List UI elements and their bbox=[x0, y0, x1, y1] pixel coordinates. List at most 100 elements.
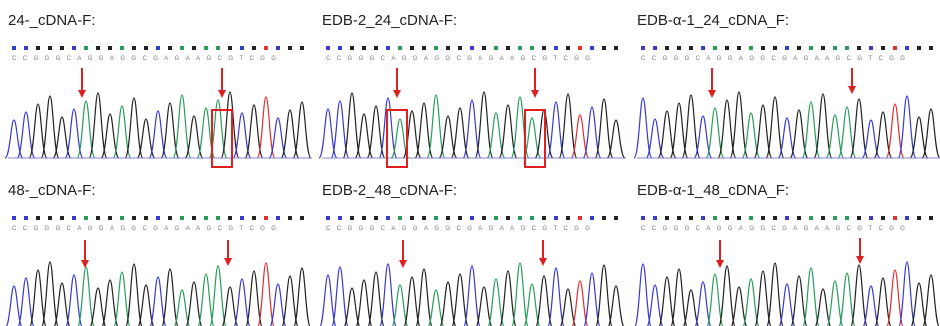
base-call-box bbox=[72, 46, 76, 50]
base-call-box bbox=[809, 46, 813, 50]
base-call-box bbox=[156, 46, 160, 50]
base-call-box bbox=[905, 46, 909, 50]
base-call-box bbox=[12, 46, 16, 50]
base-call-box bbox=[797, 46, 801, 50]
base-call-box bbox=[374, 216, 378, 220]
base-call-box bbox=[869, 216, 873, 220]
base-call-box bbox=[677, 216, 681, 220]
arrow-head bbox=[224, 258, 232, 266]
base-call-box bbox=[542, 46, 546, 50]
base-call-box bbox=[761, 46, 765, 50]
base-call-box bbox=[857, 46, 861, 50]
panel-label: EDB-α-1_24_cDNA_F: bbox=[637, 12, 789, 29]
trace-peak bbox=[922, 275, 940, 326]
trace-peak bbox=[607, 286, 625, 326]
base-call-box bbox=[542, 216, 546, 220]
trace-peak bbox=[670, 269, 688, 326]
panel-label: EDB-2_24_cDNA-F: bbox=[322, 12, 457, 29]
base-call-box bbox=[566, 216, 570, 220]
base-call-box bbox=[554, 216, 558, 220]
base-call-box bbox=[653, 46, 657, 50]
base-call-box bbox=[338, 216, 342, 220]
base-call-box bbox=[276, 216, 280, 220]
base-call-box bbox=[48, 216, 52, 220]
sequence: CCGGGCAGGAGGCGAGAAGCGTCGG bbox=[641, 226, 911, 232]
base-call-box bbox=[386, 216, 390, 220]
base-call-box bbox=[326, 46, 330, 50]
base-call-box bbox=[470, 216, 474, 220]
base-call-box bbox=[518, 216, 522, 220]
base-call-box bbox=[228, 46, 232, 50]
base-call-box bbox=[785, 216, 789, 220]
base-call-box bbox=[410, 216, 414, 220]
base-call-box bbox=[689, 216, 693, 220]
arrow-head bbox=[218, 90, 226, 98]
base-call-box bbox=[554, 46, 558, 50]
base-call-box bbox=[857, 216, 861, 220]
base-call-box bbox=[434, 216, 438, 220]
base-call-box bbox=[677, 46, 681, 50]
base-call-box bbox=[398, 216, 402, 220]
base-call-box bbox=[494, 216, 498, 220]
base-call-box bbox=[518, 46, 522, 50]
base-call-box bbox=[917, 216, 921, 220]
base-call-box bbox=[530, 216, 534, 220]
base-call-box bbox=[641, 46, 645, 50]
base-call-box bbox=[132, 46, 136, 50]
base-call-box bbox=[434, 46, 438, 50]
trace-peak bbox=[293, 102, 311, 158]
arrow-head bbox=[531, 90, 539, 98]
base-call-box bbox=[338, 46, 342, 50]
base-call-box bbox=[180, 216, 184, 220]
arrow-head bbox=[78, 90, 86, 98]
base-call-box bbox=[300, 46, 304, 50]
arrow-head bbox=[539, 258, 547, 266]
base-call-box bbox=[144, 216, 148, 220]
base-call-box bbox=[494, 46, 498, 50]
base-call-box bbox=[192, 216, 196, 220]
base-call-box bbox=[374, 46, 378, 50]
base-call-box bbox=[96, 216, 100, 220]
base-call-box bbox=[422, 216, 426, 220]
base-call-box bbox=[665, 46, 669, 50]
base-call-box bbox=[881, 46, 885, 50]
base-call-box bbox=[458, 216, 462, 220]
base-call-box bbox=[96, 46, 100, 50]
base-call-box bbox=[458, 46, 462, 50]
arrow-head bbox=[848, 86, 856, 94]
base-call-box bbox=[240, 216, 244, 220]
base-call-box bbox=[506, 216, 510, 220]
base-call-box bbox=[60, 46, 64, 50]
base-call-box bbox=[84, 46, 88, 50]
base-call-box bbox=[180, 46, 184, 50]
base-call-box bbox=[821, 46, 825, 50]
panel-label: EDB-α-1_48_cDNA_F: bbox=[637, 182, 789, 199]
base-call-box bbox=[276, 46, 280, 50]
base-call-box bbox=[132, 216, 136, 220]
base-call-box bbox=[614, 216, 618, 220]
base-call-box bbox=[36, 46, 40, 50]
base-call-box bbox=[168, 46, 172, 50]
sequence: CCGGGCAGGAGGCGAGAAGCGTCGG bbox=[12, 226, 282, 232]
base-call-box bbox=[264, 216, 268, 220]
base-call-box bbox=[108, 46, 112, 50]
base-call-box bbox=[252, 216, 256, 220]
base-call-box bbox=[446, 46, 450, 50]
base-call-box bbox=[204, 216, 208, 220]
panel-label: EDB-2_48_cDNA-F: bbox=[322, 182, 457, 199]
base-call-box bbox=[350, 46, 354, 50]
trace-peak bbox=[607, 120, 625, 158]
base-call-box bbox=[701, 216, 705, 220]
base-call-box bbox=[749, 46, 753, 50]
base-call-box bbox=[845, 46, 849, 50]
base-call-box bbox=[386, 46, 390, 50]
sequence: CCGGGCAGGAGGCGAGAAGCGTCGG bbox=[641, 56, 911, 62]
base-call-box bbox=[156, 216, 160, 220]
arrow-head bbox=[856, 256, 864, 264]
base-call-box bbox=[713, 46, 717, 50]
base-call-box bbox=[422, 46, 426, 50]
arrow-head bbox=[716, 260, 724, 268]
base-call-box bbox=[264, 46, 268, 50]
base-call-box bbox=[641, 216, 645, 220]
panel-label: 24-_cDNA-F: bbox=[8, 12, 96, 29]
